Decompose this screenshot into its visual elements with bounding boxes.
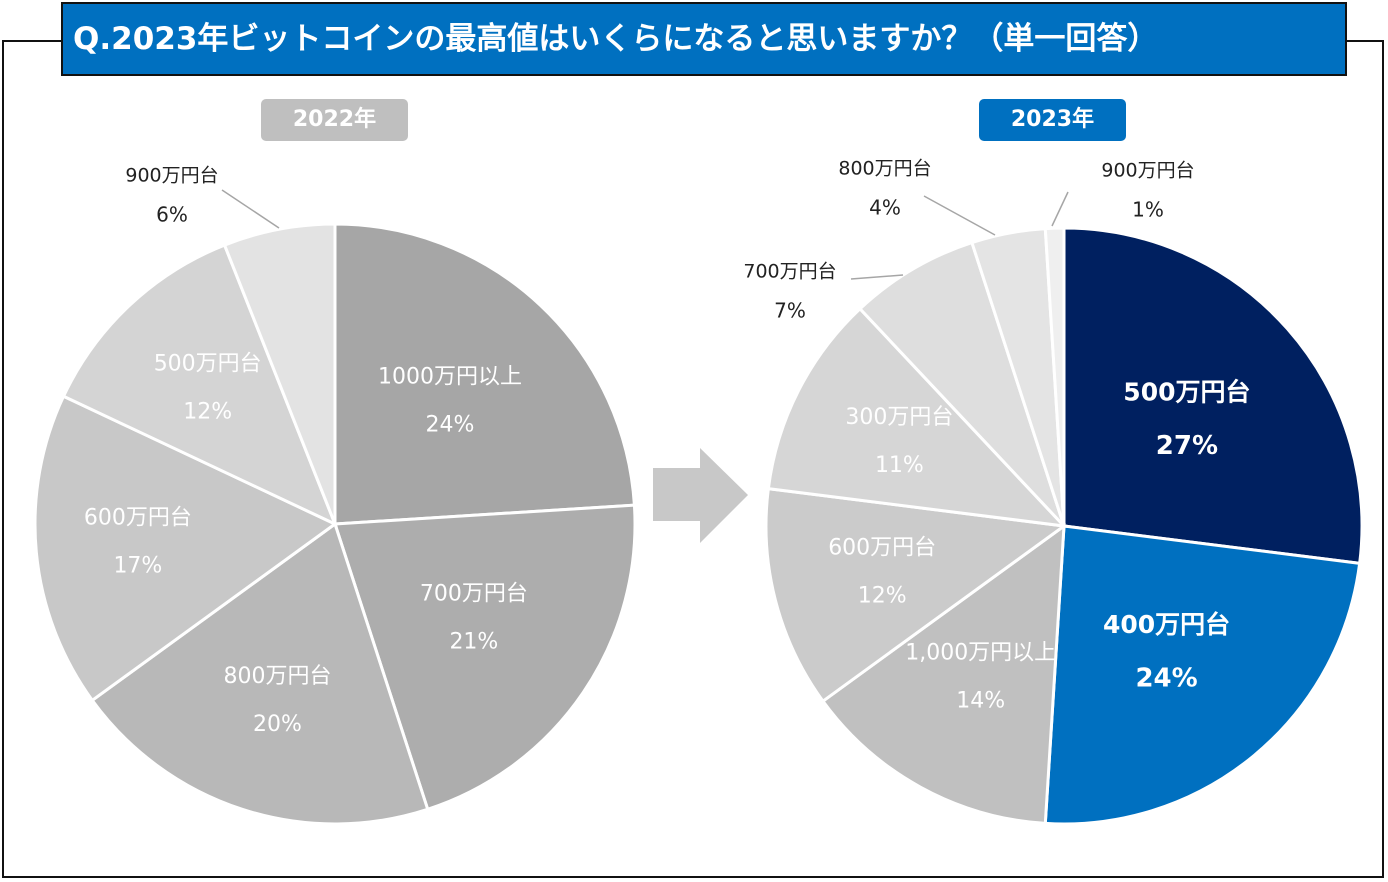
pie2023-slice-600: [764, 486, 1068, 704]
pie2022-value-700: 21%: [449, 629, 498, 654]
pie2023-label-600: 600万円台: [828, 536, 936, 561]
pie2022-value-1000: 24%: [426, 413, 475, 438]
pie2022-label-800: 800万円台: [224, 664, 332, 689]
pie2023-value-400: 24%: [1135, 664, 1197, 694]
pie2023-value-700: 7%: [774, 299, 806, 323]
pie2023-value-500: 27%: [1156, 431, 1218, 461]
pie2023-label-500: 500万円台: [1123, 378, 1250, 407]
pie2023-leader-700: [850, 274, 904, 280]
pie2022-slice-500: [61, 243, 338, 527]
pie2023-slice-700: [857, 240, 1066, 528]
year-badge-2023: 2023年: [979, 99, 1126, 141]
pie2023-label-700: 700万円台: [743, 261, 836, 283]
pie2022-value-500: 12%: [183, 399, 232, 424]
pie2023-slice-300: [766, 306, 1068, 529]
pie2022-value-600: 17%: [113, 554, 162, 579]
pie2023-slice-400: [1043, 524, 1362, 826]
pie2023-slice-1000: [820, 522, 1066, 826]
pie2023-value-300: 11%: [875, 453, 924, 478]
pie-2023: 500万円台 27% 400万円台 24% 1,000万円以上 14% 600万円台 12% 3…: [743, 158, 1364, 826]
pie2023-slice-900: [1043, 226, 1066, 527]
pie2022-leader-900: [221, 189, 280, 229]
pie2023-leader-800: [923, 195, 996, 236]
pie2022-label-600: 600万円台: [84, 506, 192, 531]
pie2022-slice-900: [222, 222, 337, 525]
pie2023-value-900: 1%: [1132, 198, 1164, 222]
pie2022-label-500: 500万円台: [154, 351, 262, 376]
page-title: Q.2023年ビットコインの最高値はいくらになると思いますか？（単一回答）: [61, 2, 1347, 76]
pie2022-slice-700: [332, 503, 637, 812]
pie2023-value-1000: 14%: [956, 689, 1005, 714]
pie2022-slice-800: [90, 521, 430, 826]
pie2022-slice-1000: [333, 222, 637, 526]
pie2023-label-900: 900万円台: [1101, 160, 1194, 182]
pie2022-label-1000: 1000万円以上: [378, 365, 522, 390]
pie2023-slice-500: [1062, 226, 1364, 566]
pie2022-value-800: 20%: [253, 712, 302, 737]
pie2023-value-800: 4%: [869, 196, 901, 220]
pie2023-leader-900: [1051, 191, 1069, 227]
year-badge-2022: 2022年: [261, 99, 408, 141]
arrow-icon: [653, 448, 748, 543]
pie-2022: 1000万円以上 24% 700万円台 21% 800万円台 20% 600万円台 17% 50…: [33, 165, 637, 826]
pie2023-label-300: 300万円台: [845, 405, 953, 430]
pie2022-label-900: 900万円台: [125, 165, 218, 187]
pie2023-value-600: 12%: [858, 584, 907, 609]
pie2022-label-700: 700万円台: [420, 581, 528, 606]
pie2023-label-400: 400万円台: [1103, 610, 1230, 639]
pie2022-value-900: 6%: [156, 203, 188, 227]
pie2023-label-800: 800万円台: [838, 158, 931, 180]
pie2023-label-1000: 1,000万円以上: [905, 641, 1056, 666]
pie2022-slice-600: [33, 394, 338, 703]
